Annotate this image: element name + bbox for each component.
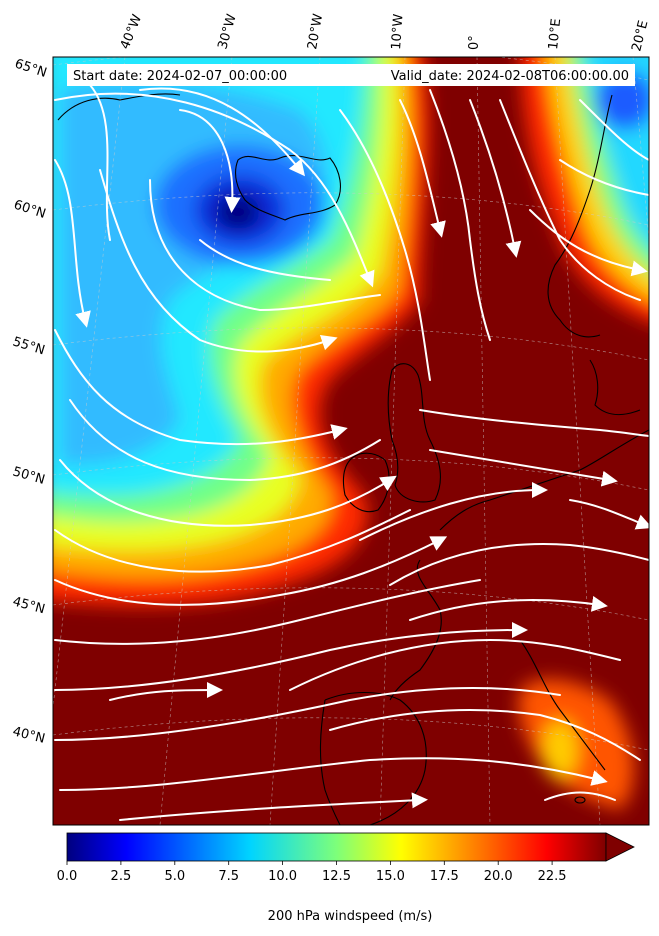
- biscay-coast: [389, 559, 442, 701]
- colorbar-title: 200 hPa windspeed (m/s): [268, 909, 433, 924]
- italy-coast: [519, 639, 606, 771]
- lon-label-40w: 40°W: [118, 12, 145, 51]
- lon-label-20e: 20°E: [629, 19, 651, 53]
- colorbar-tick-label: 2.5: [111, 869, 132, 884]
- latitude-labels: 65°N 60°N 55°N 50°N 45°N 40°N: [11, 57, 49, 747]
- colorbar-body: [66, 832, 607, 862]
- map-frame: [52, 56, 650, 826]
- denmark-coast: [589, 359, 641, 416]
- lat-label-40n: 40°N: [11, 724, 46, 746]
- colorbar-tick-label: 17.5: [430, 869, 459, 884]
- ireland-coast: [342, 452, 390, 513]
- corsica-coast: [574, 796, 586, 804]
- iberia-west: [319, 699, 341, 825]
- longitude-labels: 40°W 30°W 20°W 10°W 0° 10°E 20°E: [118, 12, 652, 53]
- lat-label-50n: 50°N: [11, 464, 47, 487]
- lat-label-45n: 45°N: [11, 594, 47, 617]
- info-banner: [67, 64, 635, 86]
- coastlines: [57, 93, 649, 825]
- start-date: Start date: 2024-02-07_00:00:00: [73, 69, 287, 84]
- colorbar-tick-label: 12.5: [322, 869, 351, 884]
- lat-label-55n: 55°N: [11, 334, 47, 358]
- greenland-coast: [57, 93, 181, 121]
- lon-label-10w: 10°W: [389, 13, 406, 50]
- colorbar-tick-label: 10.0: [268, 869, 297, 884]
- colorbar-tick-label: 7.5: [218, 869, 239, 884]
- streamlines: [54, 84, 649, 821]
- lon-label-10e: 10°E: [546, 18, 564, 51]
- colorbar-tick-label: 22.5: [538, 869, 567, 884]
- lon-label-20w: 20°W: [305, 13, 326, 51]
- colorbar-tick-label: 5.0: [164, 869, 185, 884]
- lon-label-0: 0°: [467, 35, 482, 50]
- windspeed-field: [53, 57, 649, 825]
- colorbar: 0.0 2.5 5.0 7.5 10.0 12.5 15.0 17.5 20.0 22.5 200…: [57, 832, 635, 924]
- colorbar-ticks: 0.0 2.5 5.0 7.5 10.0 12.5 15.0 17.5 20.0 22.5: [57, 861, 567, 884]
- valid-date: Valid_date: 2024-02-08T06:00:00.00: [391, 69, 629, 84]
- britain-coast: [387, 363, 441, 503]
- colorbar-tick-label: 20.0: [484, 869, 513, 884]
- lat-label-60n: 60°N: [12, 198, 48, 222]
- norway-coast: [547, 94, 613, 338]
- colorbar-extend-arrow: [605, 832, 635, 862]
- lon-label-30w: 30°W: [215, 12, 239, 51]
- colorbar-tick-label: 0.0: [57, 869, 78, 884]
- iberia-coast: [324, 692, 427, 825]
- lat-label-65n: 65°N: [13, 57, 49, 81]
- colorbar-tick-label: 15.0: [376, 869, 405, 884]
